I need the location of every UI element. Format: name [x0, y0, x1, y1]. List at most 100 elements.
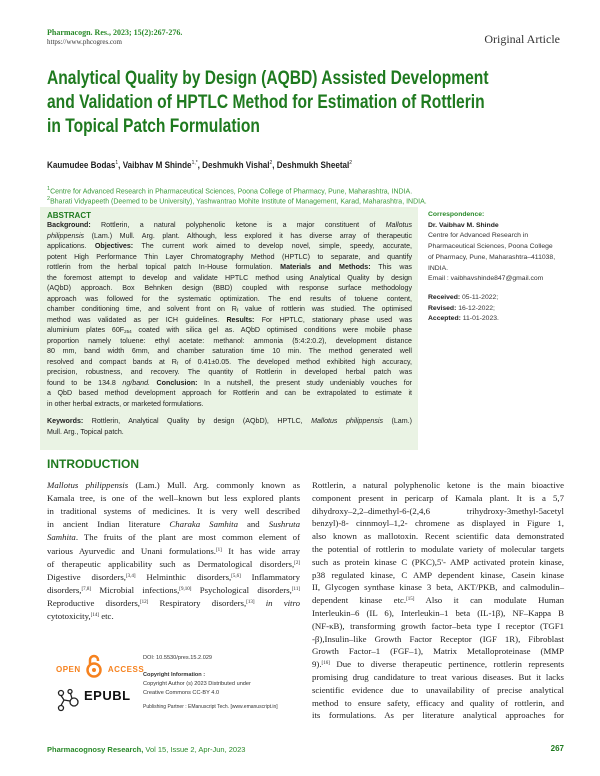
body-line: component present in pericarp of Kamala …	[312, 492, 564, 504]
body-line: disorders,[7,8] Microbial infections,[9,…	[47, 584, 300, 596]
body-line: its formulations. As per literature anal…	[312, 709, 564, 721]
text-segment: coated with silica gel as. AQbD optimise…	[131, 326, 412, 334]
citation[interactable]: [15]	[406, 597, 415, 603]
text-segment: (Lam.)	[383, 417, 412, 425]
address-line: of Pharmacy, Pune, Maharashtra–411038,	[428, 253, 556, 261]
body-line: II, Glycogen synthase kinase 3 beta, AKT…	[312, 581, 564, 593]
abstract-line: rottlerin from the herbal topical patch …	[47, 262, 412, 272]
text-segment: Materials and Methods:	[280, 263, 371, 271]
text-segment: benzyl)-8- cinnmoyl–1,2- chromene as dis…	[312, 518, 564, 529]
citation[interactable]: [16]	[321, 661, 330, 667]
author-sup: 2	[269, 160, 273, 166]
abstract-line: method was validated as per ICH guidelin…	[47, 315, 412, 325]
body-line: the potential of rottlerin to modulate v…	[312, 543, 564, 555]
abstract-line: 80 mm, band width 6mm, and chamber satur…	[47, 346, 412, 356]
author-sup: 2	[349, 160, 353, 166]
revised-label: Revised:	[428, 304, 457, 312]
body-line: Interleukin–6 (IL 6), Interleukin–1 beta…	[312, 607, 564, 619]
page-number: 267	[550, 744, 564, 753]
text-segment: . The fruits of the plant are most commo…	[75, 532, 300, 543]
text-segment: (Lam.) Mull. Arg. plant. Although, less …	[84, 231, 412, 240]
article-type: Original Article	[484, 32, 560, 46]
text-segment: approach was followed for the systematic…	[47, 294, 412, 303]
abstract-box	[40, 207, 418, 450]
body-line: scientific evidence due to unavailabilit…	[312, 684, 564, 696]
text-segment: rottlerin from the herbal topical patch …	[47, 263, 281, 271]
address-line: Pharmaceutical Sciences, Poona College	[428, 243, 553, 251]
text-segment: scientific evidence due to unavailabilit…	[312, 684, 564, 695]
text-segment: Keywords:	[47, 417, 92, 425]
text-segment: Microbial infections,	[91, 584, 180, 595]
text-segment: The current work aimed to develop novel,…	[133, 242, 412, 250]
body-line: Mallotus philippensis (Lam.) Mull. Arg. …	[47, 479, 300, 491]
footer-issue: Vol 15, Issue 2, Apr-Jun, 2023	[143, 745, 246, 754]
citation[interactable]: [14]	[90, 613, 99, 618]
accepted-date: 11-01-2023.	[462, 315, 499, 323]
body-line: Digestive disorders,[3,4] Helminthic dis…	[47, 571, 300, 583]
citation[interactable]: [11]	[291, 586, 300, 592]
body-line: cytotoxicity,[14] etc.	[47, 610, 300, 622]
text-segment: Digestive disorders,	[47, 571, 126, 582]
title-line: and Validation of HPTLC Method for Estim…	[47, 91, 485, 113]
text-segment: etc.	[99, 611, 114, 621]
text-segment: Rottlerin, a natural polyphenolic ketone…	[101, 221, 386, 229]
abstract-line: potent High Performance Thin Layer Chrom…	[47, 252, 412, 262]
text-segment: of therapeutic applicability such as Der…	[47, 558, 295, 569]
received-date: 05-11-2022;	[462, 293, 499, 301]
text-segment: Mull. Arg., Topical patch.	[47, 428, 124, 436]
body-line: dependent kinase etc.[15] Also it can mo…	[312, 594, 564, 606]
text-segment: in other herbal extracts, or marketed fo…	[47, 399, 204, 408]
title-line: Analytical Quality by Design (AQBD) Assi…	[47, 67, 489, 89]
footer-citation: Pharmacognosy Research, Vol 15, Issue 2,…	[47, 745, 245, 754]
citation[interactable]: [1]	[215, 547, 222, 553]
text-segment: p38 regulated kinase, C AMP dependent ki…	[312, 569, 564, 580]
citation[interactable]: [9,10]	[179, 586, 192, 592]
copyright-text: Creative Commons CC-BY 4.0	[143, 690, 220, 696]
citation[interactable]: [12]	[140, 599, 149, 605]
text-segment: Due to diverse therapeutic pertinence, r…	[329, 659, 564, 670]
citation[interactable]: [3,4]	[125, 573, 136, 579]
address-line: Centre for Advanced Research in	[428, 232, 529, 240]
body-line: in traditional systems of medicines. It …	[47, 505, 300, 517]
body-line: of therapeutic applicability such as Der…	[47, 558, 300, 570]
correspondent-name: Dr. Vaibhav M. Shinde	[428, 221, 499, 229]
text-segment: 254	[124, 329, 132, 334]
abstract-line: the foremost attempt to develop and vali…	[47, 273, 412, 283]
citation[interactable]: [7,8]	[81, 586, 92, 592]
text-segment: 80 mm, band width 6mm, and chamber satur…	[47, 347, 412, 355]
author-sup: 1,*	[191, 160, 198, 166]
citation[interactable]: [2]	[294, 560, 300, 566]
copyright-heading: Copyright Information :	[143, 672, 206, 678]
text-segment: ng/band.	[122, 378, 157, 387]
abstract-line: proportion namely toluene: ethyl acetate…	[47, 336, 412, 346]
text-segment	[255, 598, 266, 608]
abstract-heading: ABSTRACT	[47, 211, 91, 220]
text-segment: in ancient Indian literature	[47, 519, 170, 530]
text-segment: This was	[370, 263, 412, 271]
body-line: benzyl)-8- cinnmoyl–1,2- chromene as dis…	[312, 517, 564, 529]
affiliation-sup: 1	[47, 186, 51, 192]
text-segment: the foremost attempt to develop and vali…	[47, 273, 412, 282]
abstract-line: philippensis (Lam.) Mull. Arg. plant. Al…	[47, 231, 412, 241]
text-segment: Mallotus philippensis	[47, 480, 129, 490]
citation[interactable]: [5,6]	[231, 573, 241, 579]
text-segment: dihydroxy–2,2–dimethyl-6-(2,4,6 trihydro…	[312, 505, 564, 516]
abstract-line: approach was followed for the systematic…	[47, 294, 412, 304]
journal-url[interactable]: https://www.phcogres.com	[47, 38, 122, 46]
doi[interactable]: DOI: 10.5530/pres.15.2.029	[143, 655, 213, 661]
citation[interactable]: [13]	[246, 599, 255, 605]
text-segment: Charaka Samhita	[169, 519, 239, 530]
open-lock-icon	[86, 654, 103, 678]
body-line: promising drug candidature to treat vari…	[312, 671, 564, 683]
text-segment: (AQbD) approach. Box Behnken design (BBD…	[47, 284, 412, 292]
open-access-text: ACCESS	[107, 665, 145, 674]
author: Deshmukh Vishal	[202, 160, 270, 170]
author-list: Kaumudee Bodas1, Vaibhav M Shinde1,*, De…	[47, 160, 353, 170]
email[interactable]: Email : vaibhavshinde847@gmail.com	[428, 275, 544, 283]
text-segment: f	[236, 308, 239, 313]
text-segment: Inflammatory	[240, 571, 300, 582]
text-segment: -β),Insulin–like Growth Factor Receptor …	[312, 633, 564, 644]
abstract-line: aluminium plates 60F254 coated with sili…	[47, 325, 412, 335]
text-segment: and	[238, 519, 269, 530]
body-line: in ancient Indian literature Charaka Sam…	[47, 518, 300, 530]
